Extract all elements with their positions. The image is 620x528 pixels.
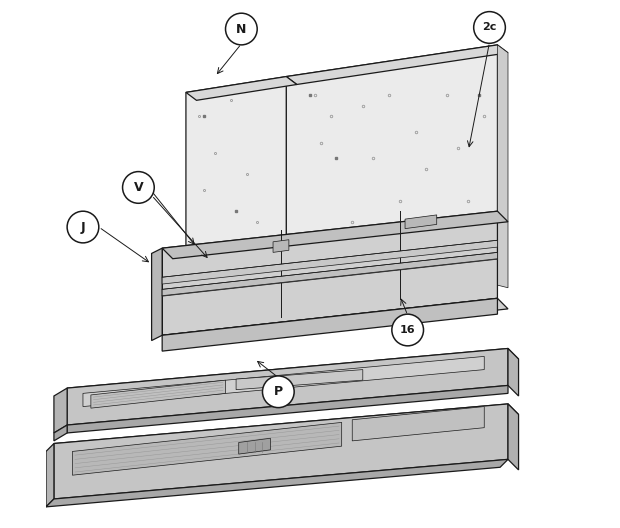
Text: V: V <box>133 181 143 194</box>
Polygon shape <box>162 211 508 259</box>
Polygon shape <box>497 45 508 288</box>
Text: P: P <box>274 385 283 398</box>
Circle shape <box>262 376 294 408</box>
Text: eReplacementParts.com: eReplacementParts.com <box>247 249 373 258</box>
Polygon shape <box>273 240 289 252</box>
Circle shape <box>392 314 423 346</box>
Polygon shape <box>54 404 518 454</box>
Polygon shape <box>67 348 508 425</box>
Polygon shape <box>91 380 226 408</box>
Polygon shape <box>186 77 286 333</box>
Polygon shape <box>54 425 67 441</box>
Polygon shape <box>162 211 497 335</box>
Polygon shape <box>46 444 54 507</box>
Circle shape <box>123 172 154 203</box>
Polygon shape <box>67 348 518 399</box>
Polygon shape <box>508 348 518 396</box>
Polygon shape <box>162 298 508 346</box>
Polygon shape <box>286 45 497 317</box>
Text: 16: 16 <box>400 325 415 335</box>
Polygon shape <box>405 215 436 229</box>
Circle shape <box>226 13 257 45</box>
Polygon shape <box>162 240 497 284</box>
Text: 2c: 2c <box>482 23 497 32</box>
Polygon shape <box>54 388 67 433</box>
Polygon shape <box>286 45 508 84</box>
Polygon shape <box>152 248 162 341</box>
Text: N: N <box>236 23 247 35</box>
Polygon shape <box>352 407 484 441</box>
Polygon shape <box>236 370 363 390</box>
Polygon shape <box>186 77 297 100</box>
Polygon shape <box>67 385 508 433</box>
Polygon shape <box>162 252 497 296</box>
Polygon shape <box>73 422 342 475</box>
Polygon shape <box>83 356 484 407</box>
Circle shape <box>474 12 505 43</box>
Polygon shape <box>239 438 270 454</box>
Polygon shape <box>508 404 518 470</box>
Polygon shape <box>162 298 497 351</box>
Polygon shape <box>46 459 508 507</box>
Polygon shape <box>54 404 508 499</box>
Text: J: J <box>81 221 86 233</box>
Circle shape <box>67 211 99 243</box>
